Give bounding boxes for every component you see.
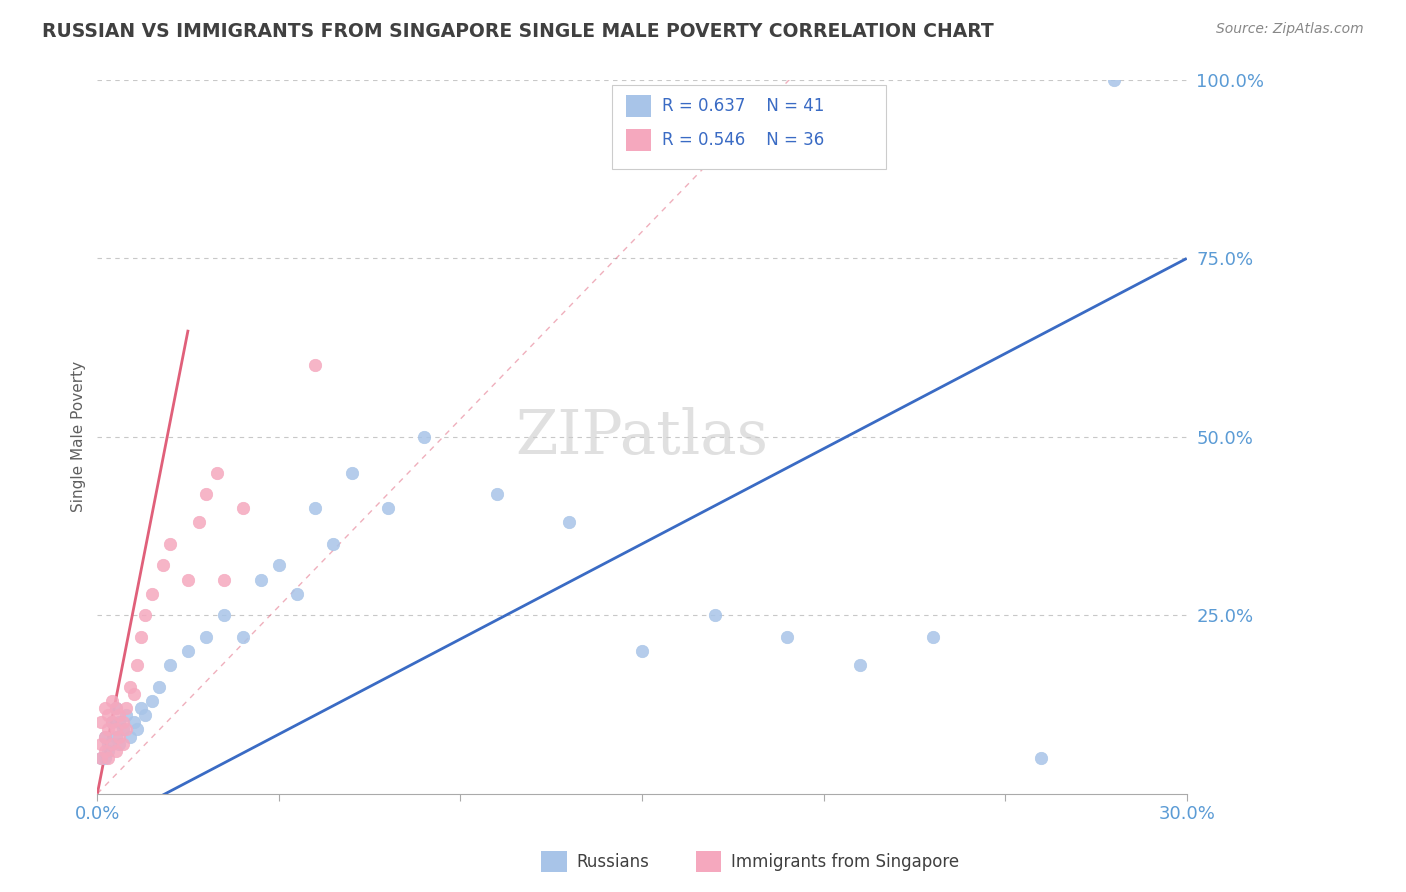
Point [214,573,236,587]
Point [129,630,152,644]
Point [195,630,218,644]
Point [104,744,127,758]
Point [134,708,156,723]
Text: Immigrants from Singapore: Immigrants from Singapore [731,853,959,871]
Point [108,730,131,744]
Point [195,487,218,501]
Point [134,608,156,623]
Point [776,630,799,644]
Point [249,573,271,587]
Point [97,723,120,737]
Point [849,658,872,673]
Point [267,558,290,573]
Point [104,701,127,715]
Point [921,630,943,644]
Point [108,708,131,723]
Point [214,608,236,623]
Text: RUSSIAN VS IMMIGRANTS FROM SINGAPORE SINGLE MALE POVERTY CORRELATION CHART: RUSSIAN VS IMMIGRANTS FROM SINGAPORE SIN… [42,22,994,41]
Point [129,701,152,715]
Point [1031,751,1053,765]
Point [97,737,120,751]
Point [115,701,138,715]
Point [340,466,363,480]
Y-axis label: Single Male Poverty: Single Male Poverty [72,361,86,512]
Point [101,715,124,730]
Point [118,680,141,694]
Point [232,501,254,516]
Point [97,751,120,765]
Point [127,658,149,673]
Point [111,737,134,751]
Point [159,537,181,551]
Point [152,558,174,573]
Point [93,751,115,765]
Point [97,744,120,758]
Point [90,751,112,765]
Point [285,587,308,601]
Point [115,723,138,737]
Point [159,658,181,673]
Point [703,608,725,623]
Point [304,359,326,373]
Point [93,730,115,744]
Point [104,723,127,737]
Point [141,587,163,601]
Point [1102,73,1125,87]
Point [101,694,124,708]
Point [322,537,344,551]
Point [558,516,581,530]
Point [122,715,145,730]
Point [93,744,115,758]
Point [104,701,127,715]
Point [93,730,115,744]
Point [118,730,141,744]
Point [90,751,112,765]
Point [115,708,138,723]
Point [101,737,124,751]
Text: Source: ZipAtlas.com: Source: ZipAtlas.com [1216,22,1364,37]
Point [232,630,254,644]
Point [188,516,211,530]
Point [148,680,170,694]
Text: Russians: Russians [576,853,650,871]
Point [90,737,112,751]
Point [108,715,131,730]
Point [485,487,508,501]
Point [377,501,399,516]
Point [122,687,145,701]
Point [413,430,436,444]
Point [97,708,120,723]
Point [177,573,200,587]
Point [141,694,163,708]
Point [108,737,131,751]
Text: ZIPatlas: ZIPatlas [516,407,769,467]
Point [631,644,654,658]
Point [205,466,228,480]
Point [90,715,112,730]
Point [177,644,200,658]
Point [304,501,326,516]
Point [127,723,149,737]
Point [111,715,134,730]
Point [101,715,124,730]
Point [104,730,127,744]
Point [93,701,115,715]
Point [111,723,134,737]
Text: R = 0.546    N = 36: R = 0.546 N = 36 [662,131,824,149]
Text: R = 0.637    N = 41: R = 0.637 N = 41 [662,97,824,115]
